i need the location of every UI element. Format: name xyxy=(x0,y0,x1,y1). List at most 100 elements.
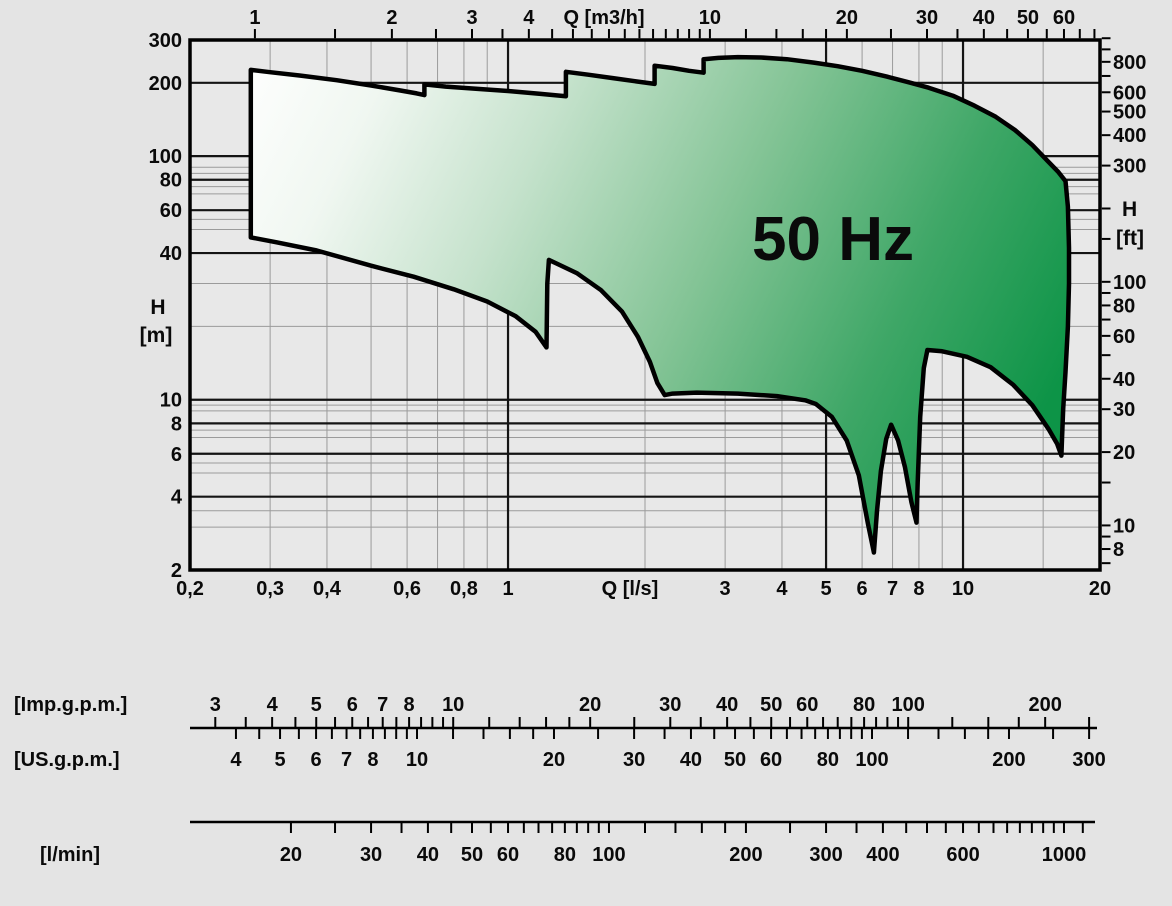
left-axis-unit: [m] xyxy=(140,324,173,347)
scale-label-lmin: 200 xyxy=(729,844,762,866)
scale-label-lmin: 40 xyxy=(417,844,439,866)
scale-label-lmin: 20 xyxy=(280,844,302,866)
left-axis-label: 200 xyxy=(149,73,182,95)
scale-label-imp: 10 xyxy=(442,694,464,716)
right-axis-label: 80 xyxy=(1113,295,1135,317)
scale-label-us: 80 xyxy=(817,749,839,771)
top-axis-label: 4 xyxy=(523,7,535,29)
bottom-axis-label: 0,4 xyxy=(313,578,342,600)
scale-label-lmin: 1000 xyxy=(1042,844,1087,866)
right-axis-label: 400 xyxy=(1113,125,1146,147)
left-axis-label: 60 xyxy=(160,200,182,222)
top-axis-label: 40 xyxy=(973,7,995,29)
left-axis-unit: H xyxy=(150,296,165,319)
right-axis-label: 100 xyxy=(1113,272,1146,294)
scale-label-us: 30 xyxy=(623,749,645,771)
right-axis-label: 8 xyxy=(1113,539,1124,561)
right-axis-label: 40 xyxy=(1113,369,1135,391)
top-axis-label: 2 xyxy=(386,7,397,29)
top-axis-label: 60 xyxy=(1053,7,1075,29)
scale-unit-imp: [Imp.g.p.m.] xyxy=(14,694,127,716)
bottom-axis-label: 7 xyxy=(887,578,898,600)
scale-label-imp: 20 xyxy=(579,694,601,716)
frequency-label: 50 Hz xyxy=(752,205,914,274)
left-axis-label: 6 xyxy=(171,444,182,466)
right-axis-label: 20 xyxy=(1113,442,1135,464)
scale-label-us: 50 xyxy=(724,749,746,771)
scale-label-imp: 100 xyxy=(892,694,925,716)
scale-label-us: 4 xyxy=(230,749,242,771)
scale-label-imp: 6 xyxy=(347,694,358,716)
right-axis-label: 500 xyxy=(1113,102,1146,124)
scale-label-imp: 5 xyxy=(311,694,322,716)
bottom-axis-title: Q [l/s] xyxy=(602,578,659,600)
scale-label-lmin: 100 xyxy=(592,844,625,866)
left-axis-label: 100 xyxy=(149,146,182,168)
scale-label-us: 6 xyxy=(311,749,322,771)
bottom-axis-label: 0,6 xyxy=(393,578,421,600)
bottom-axis-label: 4 xyxy=(776,578,788,600)
top-axis-label: 50 xyxy=(1017,7,1039,29)
scale-unit-us: [US.g.p.m.] xyxy=(14,749,120,771)
left-axis-label: 40 xyxy=(160,243,182,265)
scale-label-us: 200 xyxy=(992,749,1025,771)
scale-label-imp: 8 xyxy=(404,694,415,716)
bottom-axis-label: 0,8 xyxy=(450,578,478,600)
scale-unit-lmin: [l/min] xyxy=(40,844,100,866)
bottom-axis-label: 3 xyxy=(720,578,731,600)
top-axis-label: 10 xyxy=(699,7,721,29)
envelope-region xyxy=(248,54,1072,555)
scale-label-lmin: 300 xyxy=(809,844,842,866)
bottom-axis-label: 6 xyxy=(857,578,868,600)
bottom-axis-label: 5 xyxy=(821,578,832,600)
left-axis-label: 300 xyxy=(149,30,182,52)
axis-bottom-ls: 0,2 0,3 0,4 0,6 0,8 1 3 4 5 6 7 8 10 20 Q [l/s] xyxy=(176,578,1111,600)
left-axis-label: 80 xyxy=(160,170,182,192)
scale-label-imp: 80 xyxy=(853,694,875,716)
scale-label-lmin: 600 xyxy=(946,844,979,866)
top-axis-label: 20 xyxy=(836,7,858,29)
plot-border xyxy=(188,38,1102,572)
left-axis-label: 4 xyxy=(171,487,183,509)
left-axis-label: 10 xyxy=(160,390,182,412)
flow-conversion-scales: 3 4 5 6 7 8 10 20 30 40 50 60 80 100 200[Imp.g.p.m.]4 5… xyxy=(14,694,1106,866)
bottom-axis-label: 10 xyxy=(952,578,974,600)
scale-label-us: 60 xyxy=(760,749,782,771)
bottom-axis-label: 8 xyxy=(913,578,924,600)
top-axis-label: 1 xyxy=(249,7,260,29)
axis-top-m3h: 1 2 3 4 10 20 30 40 50 60 Q [m3/h] xyxy=(249,7,1096,39)
scale-label-lmin: 400 xyxy=(866,844,899,866)
scale-label-lmin: 50 xyxy=(461,844,483,866)
scale-label-lmin: 60 xyxy=(497,844,519,866)
bottom-axis-label: 0,2 xyxy=(176,578,204,600)
top-axis-title: Q [m3/h] xyxy=(563,7,644,29)
right-axis-label: 10 xyxy=(1113,515,1135,537)
bottom-axis-label: 0,3 xyxy=(256,578,284,600)
right-axis-label: 800 xyxy=(1113,52,1146,74)
scale-label-us: 40 xyxy=(680,749,702,771)
scale-label-us: 300 xyxy=(1072,749,1105,771)
left-axis-label: 8 xyxy=(171,413,182,435)
left-axis-label: 2 xyxy=(171,560,182,582)
scale-label-us: 5 xyxy=(274,749,285,771)
scale-label-imp: 3 xyxy=(210,694,221,716)
scale-label-us: 20 xyxy=(543,749,565,771)
scale-label-lmin: 80 xyxy=(554,844,576,866)
right-axis-label: 600 xyxy=(1113,82,1146,104)
plot-frame xyxy=(188,38,1102,572)
right-axis-unit: [ft] xyxy=(1116,227,1144,250)
bottom-axis-label: 1 xyxy=(502,578,513,600)
scale-label-imp: 200 xyxy=(1028,694,1061,716)
scale-label-imp: 50 xyxy=(760,694,782,716)
scale-label-us: 7 xyxy=(341,749,352,771)
right-axis-label: 60 xyxy=(1113,326,1135,348)
scale-label-imp: 40 xyxy=(716,694,738,716)
scale-label-us: 10 xyxy=(406,749,428,771)
operating-envelope xyxy=(248,54,1072,555)
scale-label-lmin: 30 xyxy=(360,844,382,866)
bottom-axis-label: 20 xyxy=(1089,578,1111,600)
